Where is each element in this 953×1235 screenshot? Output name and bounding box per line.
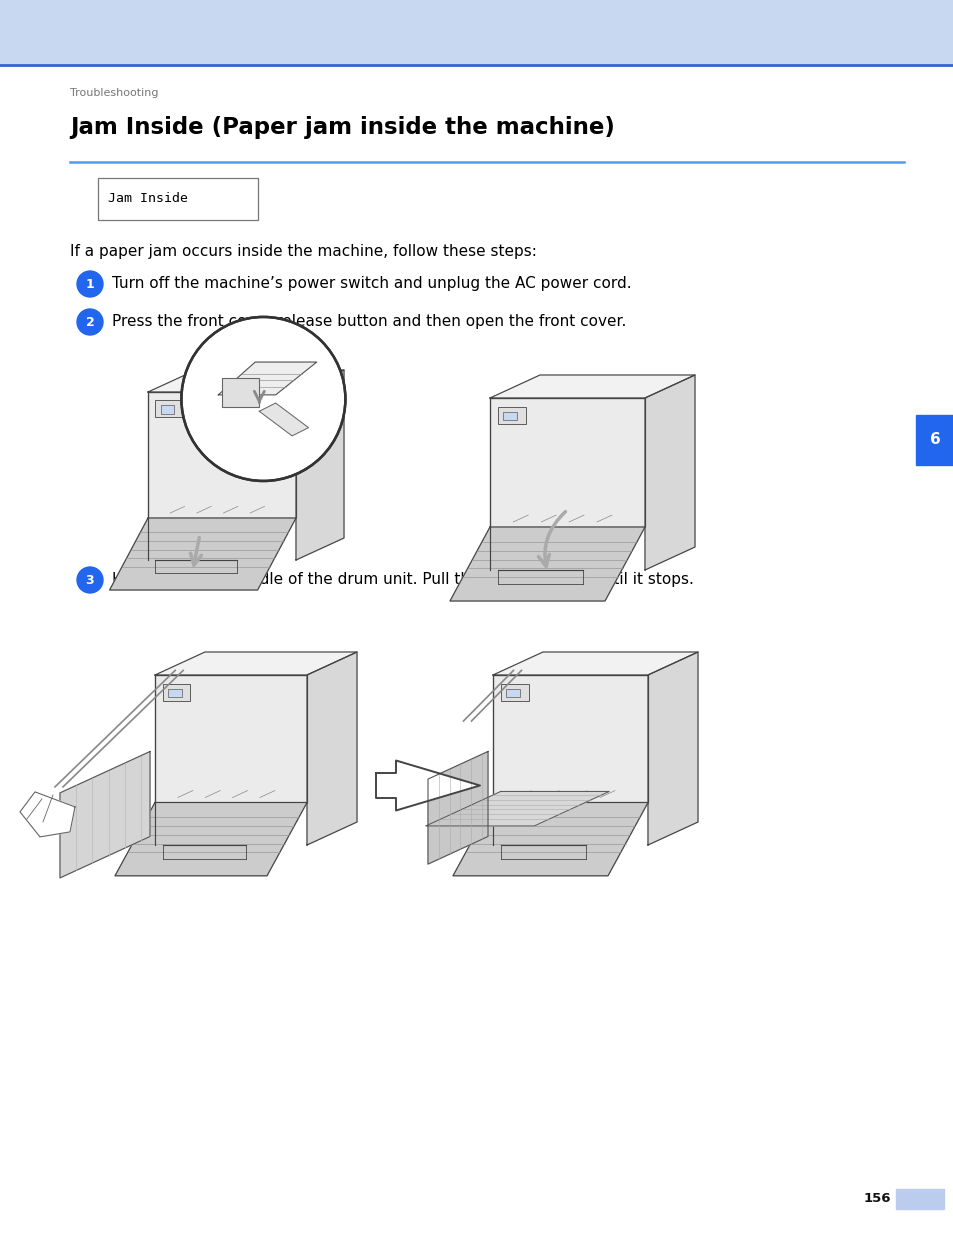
Bar [506, 689, 519, 697]
Text: Troubleshooting: Troubleshooting [70, 88, 158, 98]
Text: 3: 3 [86, 573, 94, 587]
Circle shape [77, 270, 103, 296]
Circle shape [77, 309, 103, 335]
Bar [497, 406, 525, 424]
Polygon shape [20, 792, 75, 837]
Text: 156: 156 [862, 1193, 890, 1205]
Polygon shape [493, 652, 698, 676]
Bar [154, 676, 307, 803]
Polygon shape [647, 652, 698, 845]
Bar [168, 689, 182, 697]
Bar [490, 398, 644, 527]
Text: 6: 6 [928, 432, 940, 447]
FancyBboxPatch shape [98, 178, 257, 220]
Polygon shape [110, 517, 295, 590]
Text: Turn off the machine’s power switch and unplug the AC power cord.: Turn off the machine’s power switch and … [112, 275, 631, 291]
Polygon shape [115, 803, 307, 876]
Bar [160, 405, 173, 414]
Polygon shape [644, 375, 695, 571]
Polygon shape [453, 803, 647, 876]
Polygon shape [425, 792, 609, 826]
Text: 1: 1 [86, 278, 94, 290]
Bar [162, 683, 190, 700]
Polygon shape [490, 375, 695, 398]
Polygon shape [154, 652, 356, 676]
Polygon shape [450, 527, 644, 601]
Polygon shape [375, 761, 479, 810]
Text: 2: 2 [86, 315, 94, 329]
Circle shape [77, 567, 103, 593]
Polygon shape [428, 752, 488, 864]
Bar [503, 411, 517, 420]
Polygon shape [259, 403, 308, 436]
Text: Hold the green handle of the drum unit. Pull the drum unit out until it stops.: Hold the green handle of the drum unit. … [112, 572, 693, 587]
Polygon shape [218, 362, 316, 395]
Text: Jam Inside (Paper jam inside the machine): Jam Inside (Paper jam inside the machine… [70, 116, 615, 140]
Text: Jam Inside: Jam Inside [108, 193, 188, 205]
Circle shape [181, 317, 345, 480]
Bar [0, 0, 953, 65]
Text: If a paper jam occurs inside the machine, follow these steps:: If a paper jam occurs inside the machine… [70, 245, 537, 259]
Bar [148, 391, 295, 517]
Polygon shape [148, 370, 344, 391]
Bar [895, 1189, 943, 1209]
Bar [222, 378, 259, 408]
Bar [493, 676, 647, 803]
Polygon shape [307, 652, 356, 845]
Polygon shape [295, 370, 344, 559]
Bar [500, 683, 528, 700]
Bar [155, 400, 182, 417]
Polygon shape [60, 752, 150, 878]
Text: Press the front cover release button and then open the front cover.: Press the front cover release button and… [112, 314, 626, 329]
Bar [915, 415, 953, 466]
